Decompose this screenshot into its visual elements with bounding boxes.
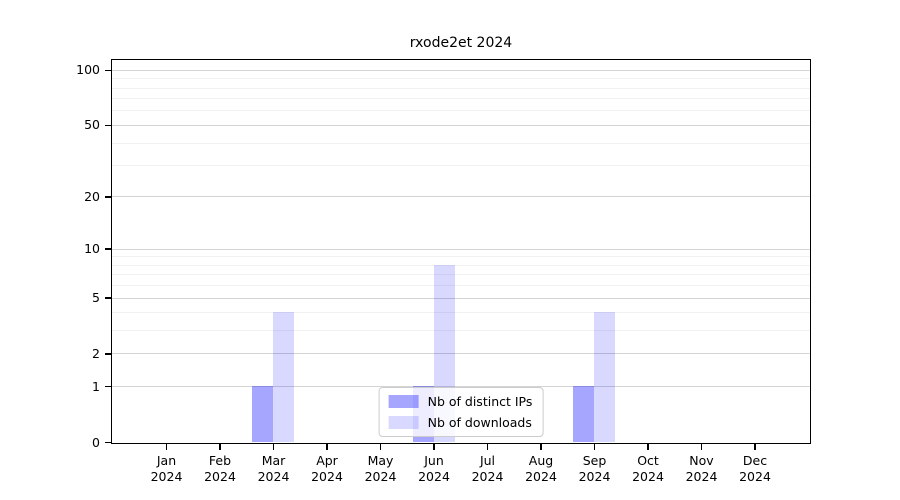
x-tick-mark: [326, 444, 328, 450]
gridline-y-20: [112, 196, 810, 198]
y-tick-mark: [105, 196, 111, 198]
x-tick-mark: [219, 444, 221, 450]
gridline-y-30: [112, 165, 810, 166]
x-tick-label-mar: Mar 2024: [257, 453, 290, 484]
x-tick-mark: [433, 444, 435, 450]
y-tick-label-10: 10: [84, 241, 100, 257]
x-tick-label-may: May 2024: [364, 453, 397, 484]
gridline-y-7: [112, 274, 810, 276]
x-tick-mark: [647, 444, 649, 450]
gridline-y-5: [112, 297, 810, 299]
plot-area: Nb of distinct IPs Nb of downloads: [111, 59, 811, 444]
gridline-y-9: [112, 256, 810, 258]
x-tick-mark: [165, 444, 168, 450]
gridline-y-60: [112, 110, 810, 112]
gridline-y-1: [112, 386, 810, 388]
x-tick-label-dec: Dec 2024: [739, 453, 771, 484]
chart-title: rxode2et 2024: [409, 35, 513, 51]
x-tick-label-aug: Aug 2024: [525, 453, 557, 484]
y-tick-label-5: 5: [92, 290, 100, 305]
legend: Nb of distinct IPs Nb of downloads: [378, 387, 544, 437]
legend-item-downloads: Nb of downloads: [388, 415, 533, 430]
x-tick-label-jan: Jan 2024: [150, 453, 183, 484]
gridline-y-80: [112, 87, 810, 89]
bar-mar-downloads: [273, 312, 294, 442]
x-tick-mark: [540, 444, 542, 450]
legend-swatch-downloads-icon: [388, 416, 419, 429]
x-tick-label-feb: Feb 2024: [204, 453, 236, 484]
x-tick-label-oct: Oct 2024: [632, 453, 664, 484]
x-tick-mark: [754, 444, 756, 450]
y-tick-mark: [105, 441, 111, 444]
x-tick-mark: [379, 444, 382, 450]
y-tick-label-2: 2: [92, 345, 100, 361]
y-tick-mark: [105, 69, 111, 71]
legend-swatch-distinct-ips-icon: [388, 395, 419, 408]
y-tick-mark: [105, 248, 111, 250]
y-tick-label-50: 50: [84, 117, 100, 133]
y-tick-label-1: 1: [92, 378, 100, 394]
gridline-y-4: [112, 312, 810, 314]
x-tick-mark: [486, 444, 489, 450]
legend-label-downloads: Nb of downloads: [427, 415, 532, 430]
gridline-y-90: [112, 78, 810, 80]
y-tick-mark: [105, 385, 111, 388]
x-tick-label-nov: Nov 2024: [685, 453, 718, 484]
y-tick-label-20: 20: [84, 188, 100, 204]
x-tick-mark: [272, 444, 275, 450]
gridline-y-2: [112, 353, 810, 355]
gridline-y-100: [112, 69, 810, 71]
y-tick-mark: [105, 353, 111, 355]
gridline-y-3: [112, 330, 810, 332]
legend-item-distinct-ips: Nb of distinct IPs: [388, 394, 533, 409]
y-tick-mark: [105, 124, 111, 127]
gridline-y-6: [112, 285, 810, 287]
bar-mar-ips: [252, 386, 273, 442]
gridline-y-8: [112, 264, 810, 266]
y-tick-mark: [105, 297, 111, 299]
x-tick-label-apr: Apr 2024: [311, 453, 343, 484]
x-tick-label-sep: Sep 2024: [578, 453, 611, 484]
bar-sep-ips: [573, 386, 594, 442]
gridline-y-50: [112, 124, 810, 126]
legend-label-distinct-ips: Nb of distinct IPs: [427, 394, 533, 409]
bar-sep-downloads: [594, 312, 615, 442]
gridline-y-40: [112, 142, 810, 144]
y-tick-label-0: 0: [92, 434, 100, 450]
x-tick-mark: [593, 444, 596, 450]
gridline-y-70: [112, 98, 810, 100]
x-tick-label-jul: Jul 2024: [471, 453, 504, 484]
gridline-y-10: [112, 248, 810, 250]
x-tick-label-jun: Jun 2024: [418, 453, 450, 484]
y-tick-label-100: 100: [76, 62, 100, 78]
x-tick-mark: [700, 444, 703, 450]
